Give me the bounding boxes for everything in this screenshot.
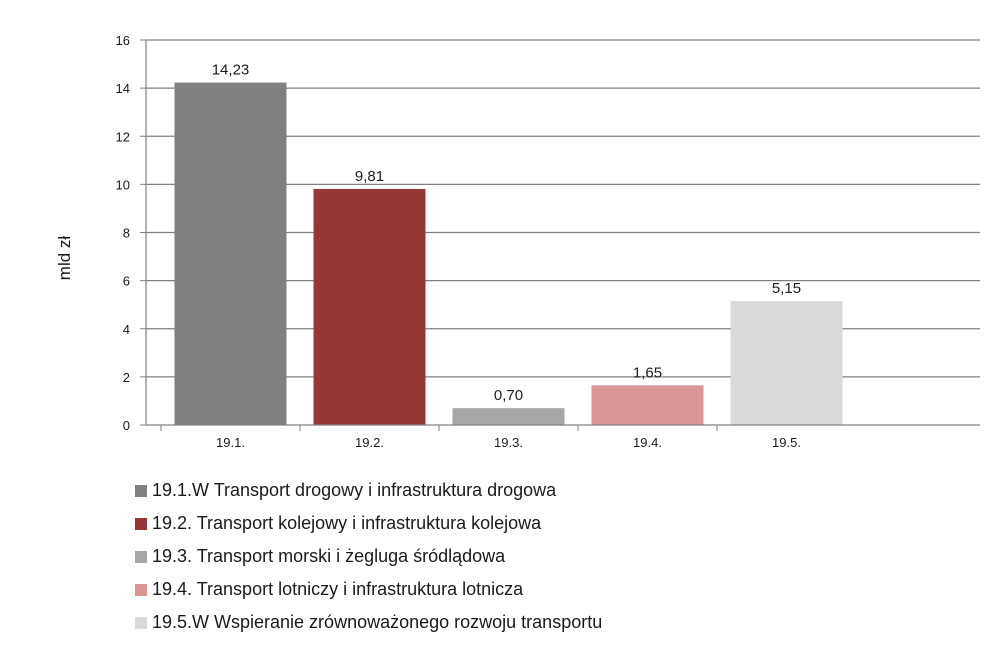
legend-item: 19.2. Transport kolejowy i infrastruktur… [135, 507, 602, 540]
legend-label: 19.4. Transport lotniczy i infrastruktur… [152, 579, 524, 599]
bar-2 [313, 188, 426, 425]
legend-label: 19.3. Transport morski i żegluga śródląd… [152, 546, 506, 566]
data-labels: 14,23 9,81 0,70 1,65 5,15 [212, 62, 801, 405]
data-label: 0,70 [494, 387, 523, 404]
y-tick-label: 10 [116, 177, 130, 192]
y-tick-label: 2 [123, 370, 130, 385]
bar-chart: 0 2 4 6 8 10 12 14 16 19.1. 19.2. 19.3. 19.4. 19.5. … [55, 33, 980, 450]
x-tick-label: 19.4. [633, 435, 662, 450]
x-tick-label: 19.3. [494, 435, 523, 450]
data-label: 14,23 [212, 62, 250, 79]
y-tick-label: 8 [123, 226, 130, 241]
y-tick-label: 16 [116, 33, 130, 48]
legend-item: 19.4. Transport lotniczy i infrastruktur… [135, 573, 602, 606]
legend-swatch [135, 550, 147, 563]
legend-swatch [135, 616, 147, 629]
legend-swatch [135, 583, 147, 596]
bars [174, 82, 843, 425]
bar-3 [452, 408, 565, 425]
bar-1 [174, 82, 287, 425]
y-tick-label: 4 [123, 322, 130, 337]
y-tick-labels: 0 2 4 6 8 10 12 14 16 [116, 33, 130, 433]
data-label: 9,81 [355, 168, 384, 185]
legend-item: 19.3. Transport morski i żegluga śródląd… [135, 540, 602, 573]
y-axis-title: mld zł [55, 236, 74, 281]
legend-label: 19.1.W Transport drogowy i infrastruktur… [152, 480, 557, 500]
data-label: 1,65 [633, 364, 662, 381]
bar-5 [730, 301, 843, 425]
y-tick-label: 6 [123, 274, 130, 289]
x-tick-label: 19.1. [216, 435, 245, 450]
chart-legend: 19.1.W Transport drogowy i infrastruktur… [135, 474, 602, 639]
legend-label: 19.5.W Wspieranie zrównoważonego rozwoju… [152, 612, 603, 632]
legend-item: 19.1.W Transport drogowy i infrastruktur… [135, 474, 602, 507]
axes [140, 39, 980, 431]
x-tick-label: 19.5. [772, 435, 801, 450]
x-tick-labels: 19.1. 19.2. 19.3. 19.4. 19.5. [216, 435, 801, 450]
legend-label: 19.2. Transport kolejowy i infrastruktur… [152, 513, 542, 533]
legend-swatch [135, 517, 147, 530]
bar-4 [591, 385, 704, 425]
x-tick-label: 19.2. [355, 435, 384, 450]
legend-item: 19.5.W Wspieranie zrównoważonego rozwoju… [135, 606, 602, 639]
y-tick-label: 0 [123, 418, 130, 433]
legend-swatch [135, 484, 147, 497]
data-label: 5,15 [772, 280, 801, 297]
y-tick-label: 12 [116, 129, 130, 144]
y-tick-label: 14 [116, 81, 130, 96]
